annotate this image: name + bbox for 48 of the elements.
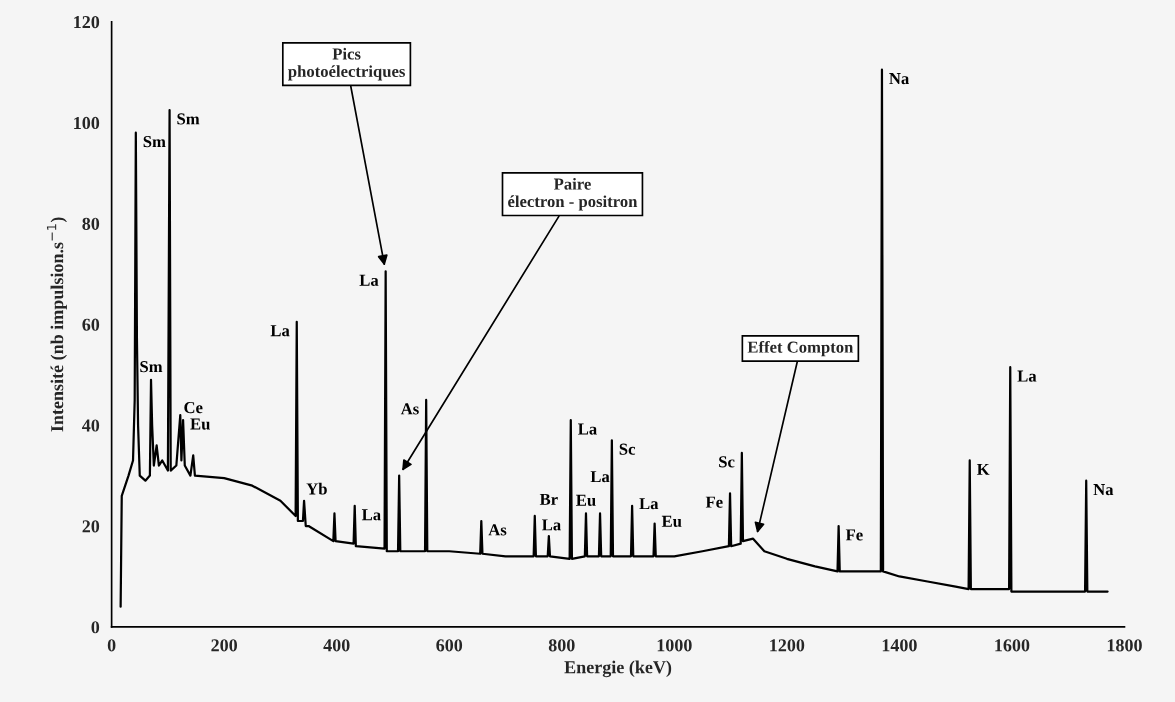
annotation: Br bbox=[539, 493, 558, 505]
x-tick-label: 1000 bbox=[657, 639, 692, 652]
y-tick-label: 0 bbox=[91, 621, 100, 634]
annotation: Sm bbox=[177, 113, 200, 125]
annotation: La bbox=[639, 498, 659, 510]
annotation: La bbox=[270, 325, 290, 337]
annotation: Sc bbox=[719, 456, 735, 468]
annotation: La bbox=[542, 519, 561, 531]
annotation: Sm bbox=[143, 136, 166, 148]
x-tick-label: 1200 bbox=[770, 639, 805, 652]
annotation: Paire électron - positron bbox=[508, 177, 638, 211]
y-tick-label: 120 bbox=[74, 16, 100, 29]
annotation: Eu bbox=[576, 494, 596, 506]
y-tick-label: 100 bbox=[74, 116, 100, 130]
x-tick-label: 200 bbox=[211, 639, 238, 652]
x-tick-label: 1800 bbox=[1107, 639, 1142, 652]
annotation: Eu bbox=[190, 418, 210, 430]
y-tick-label: 60 bbox=[82, 318, 100, 331]
x-tick-label: 1400 bbox=[882, 639, 917, 652]
annotation: Yb bbox=[306, 482, 327, 495]
annotation: Sm bbox=[140, 361, 163, 373]
annotation: Pics photoélectriques bbox=[288, 47, 405, 81]
x-tick-label: 800 bbox=[548, 639, 575, 652]
annotation: La bbox=[361, 509, 381, 521]
annotation: La bbox=[359, 274, 379, 286]
annotation: La bbox=[578, 423, 597, 435]
annotation: Effet Compton bbox=[747, 340, 854, 357]
x-axis-title: Energie (keV) bbox=[564, 660, 672, 678]
annotation: Na bbox=[889, 73, 910, 85]
annotation: Fe bbox=[705, 496, 723, 508]
y-tick-label: 20 bbox=[82, 520, 100, 533]
annotation: Fe bbox=[845, 529, 863, 541]
annotation: As bbox=[488, 524, 507, 536]
annotation: La bbox=[590, 471, 610, 483]
x-tick-label: 0 bbox=[107, 639, 116, 652]
y-axis-title: Intensité (nb impulsion.s$^{−1}$) bbox=[46, 217, 67, 432]
annotation: Sc bbox=[619, 443, 636, 455]
annotation: Eu bbox=[661, 515, 682, 527]
y-tick-label: 40 bbox=[82, 419, 100, 432]
annotation: As bbox=[400, 403, 419, 415]
annotation: K bbox=[976, 463, 990, 475]
annotation: La bbox=[1017, 370, 1037, 382]
annotation: Na bbox=[1093, 484, 1114, 496]
x-tick-label: 600 bbox=[436, 639, 463, 652]
x-tick-label: 1600 bbox=[995, 639, 1030, 652]
annotation: Ce bbox=[184, 401, 203, 414]
x-tick-label: 400 bbox=[323, 639, 350, 652]
y-tick-label: 80 bbox=[82, 217, 100, 230]
